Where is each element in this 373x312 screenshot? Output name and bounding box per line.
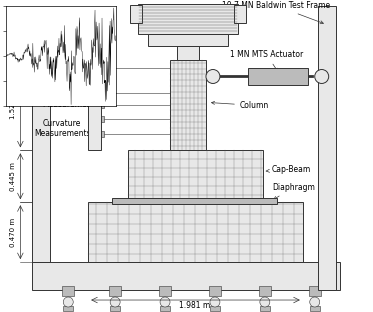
Bar <box>318 6 336 290</box>
Bar <box>160 306 170 311</box>
Bar <box>99 65 104 71</box>
Bar <box>99 116 104 122</box>
Circle shape <box>160 297 170 307</box>
Circle shape <box>260 297 270 307</box>
Text: Column Drift
Measurement: Column Drift Measurement <box>42 70 98 109</box>
Circle shape <box>310 297 320 307</box>
Bar <box>62 286 74 296</box>
Bar <box>32 262 340 290</box>
Bar <box>177 46 199 60</box>
Bar <box>259 286 271 296</box>
Circle shape <box>210 297 220 307</box>
Text: 1.524 m: 1.524 m <box>10 90 16 119</box>
Bar <box>234 5 246 22</box>
Bar <box>210 306 220 311</box>
Bar <box>128 150 263 202</box>
Bar <box>170 60 206 150</box>
Bar <box>88 202 303 262</box>
Bar <box>148 34 228 46</box>
Text: Cap-Beam: Cap-Beam <box>266 165 311 174</box>
Circle shape <box>206 70 220 84</box>
Circle shape <box>315 70 329 84</box>
Bar <box>32 47 50 262</box>
Bar <box>309 286 321 296</box>
Bar <box>99 90 104 96</box>
Bar <box>248 67 308 85</box>
Bar <box>110 306 120 311</box>
Bar <box>260 306 270 311</box>
Text: 1.981 m: 1.981 m <box>179 300 211 310</box>
Text: 0.445 m: 0.445 m <box>10 162 16 191</box>
Bar <box>88 56 101 150</box>
Circle shape <box>63 297 73 307</box>
Bar <box>99 102 104 109</box>
Bar <box>159 286 171 296</box>
Bar <box>63 306 73 311</box>
Circle shape <box>110 297 120 307</box>
Text: Column: Column <box>211 101 269 110</box>
Bar <box>209 286 221 296</box>
Text: Curvature
Measurements: Curvature Measurements <box>34 116 98 138</box>
Text: 1 MN MTS Actuator: 1 MN MTS Actuator <box>230 50 303 71</box>
Bar <box>109 286 121 296</box>
Bar <box>112 198 277 204</box>
Bar <box>99 131 104 137</box>
Text: 0.470 m: 0.470 m <box>10 217 16 247</box>
Text: 10.7 MN Baldwin Test Frame: 10.7 MN Baldwin Test Frame <box>222 1 330 24</box>
Bar <box>138 4 238 34</box>
Text: Diaphragm: Diaphragm <box>272 183 315 199</box>
Bar <box>310 306 320 311</box>
Bar <box>130 5 142 22</box>
Text: Instrument
Tower: Instrument Tower <box>27 78 91 98</box>
